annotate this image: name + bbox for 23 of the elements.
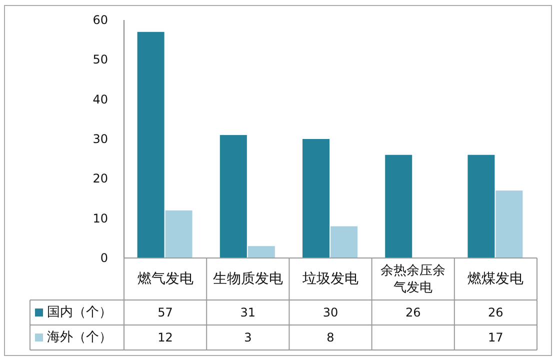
legend-label: 海外（个） [47,330,112,345]
y-tick-label: 40 [92,92,108,106]
data-label: 17 [488,330,504,344]
data-label: 57 [158,306,173,320]
data-label: 8 [326,330,334,344]
data-label: 12 [158,330,173,344]
x-tick-label: 燃煤发电 [468,271,524,287]
y-tick-label: 50 [92,52,108,67]
data-label: 26 [405,306,421,320]
y-tick-label: 30 [92,132,108,146]
y-tick-label: 0 [100,251,108,265]
x-tick-label: 燃气发电 [137,271,194,287]
x-tick-label: 余热余压余气发电 [380,264,446,296]
data-label: 30 [322,306,338,320]
data-label: 26 [488,306,504,320]
y-tick-label: 20 [92,172,108,186]
x-tick-label: 垃圾发电 [302,271,358,287]
data-label: 31 [240,306,256,320]
data-label: 3 [244,330,252,344]
legend-label: 国内（个） [47,305,112,320]
y-tick-label: 10 [92,211,108,226]
y-tick-label: 60 [92,13,108,27]
x-tick-label: 生物质发电 [212,271,283,287]
